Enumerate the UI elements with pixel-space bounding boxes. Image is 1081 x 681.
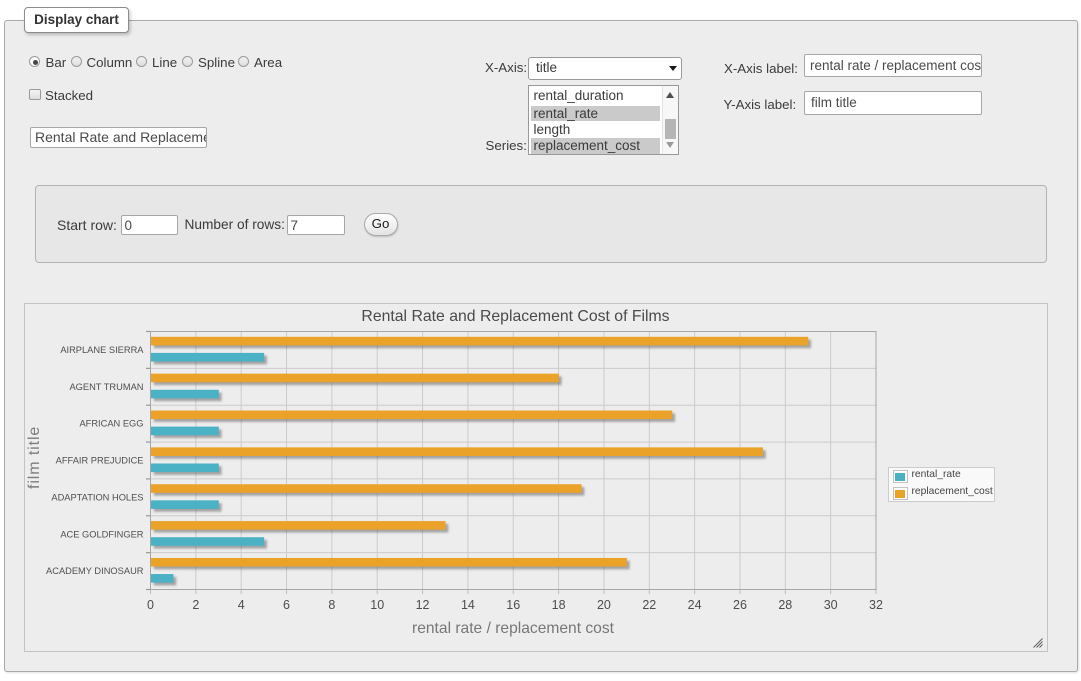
svg-text:16: 16 xyxy=(506,598,520,612)
svg-text:8: 8 xyxy=(328,598,335,612)
svg-text:6: 6 xyxy=(283,598,290,612)
svg-text:AIRPLANE SIERRA: AIRPLANE SIERRA xyxy=(60,345,144,355)
svg-text:4: 4 xyxy=(238,598,245,612)
svg-text:32: 32 xyxy=(869,598,883,612)
svg-text:28: 28 xyxy=(778,598,792,612)
svg-text:AFFAIR PREJUDICE: AFFAIR PREJUDICE xyxy=(56,456,144,466)
svg-text:22: 22 xyxy=(642,598,656,612)
svg-text:26: 26 xyxy=(733,598,747,612)
svg-text:20: 20 xyxy=(597,598,611,612)
svg-text:14: 14 xyxy=(461,598,475,612)
svg-text:24: 24 xyxy=(688,598,702,612)
svg-text:AFRICAN EGG: AFRICAN EGG xyxy=(79,419,143,429)
svg-text:AGENT TRUMAN: AGENT TRUMAN xyxy=(69,382,143,392)
svg-text:12: 12 xyxy=(416,598,430,612)
svg-text:0: 0 xyxy=(147,598,154,612)
svg-text:18: 18 xyxy=(552,598,566,612)
svg-text:ADAPTATION HOLES: ADAPTATION HOLES xyxy=(51,492,143,502)
svg-text:ACE GOLDFINGER: ACE GOLDFINGER xyxy=(60,529,143,539)
svg-text:10: 10 xyxy=(370,598,384,612)
svg-text:2: 2 xyxy=(192,598,199,612)
svg-text:ACADEMY DINOSAUR: ACADEMY DINOSAUR xyxy=(46,566,144,576)
svg-text:30: 30 xyxy=(824,598,838,612)
